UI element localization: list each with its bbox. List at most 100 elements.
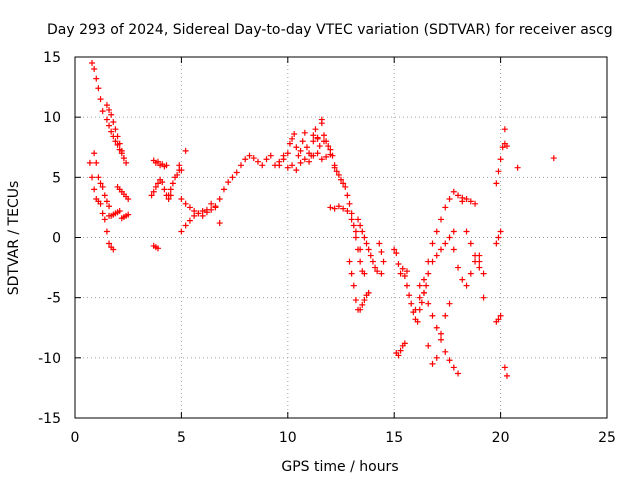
data-point [114, 133, 121, 140]
data-point [306, 158, 313, 165]
data-point [333, 168, 340, 175]
data-point [433, 324, 440, 331]
data-point [97, 180, 104, 187]
data-point [363, 240, 370, 247]
data-point [455, 370, 462, 377]
data-point [165, 192, 172, 199]
data-point [365, 246, 372, 253]
data-point [112, 126, 119, 133]
data-point [429, 360, 436, 367]
data-point [446, 195, 453, 202]
data-point [480, 294, 487, 301]
data-point [89, 174, 96, 181]
data-point [348, 210, 355, 217]
data-point [397, 347, 404, 354]
x-tick-label: 15 [385, 430, 403, 446]
data-point [103, 228, 110, 235]
data-point [91, 150, 98, 157]
data-point [203, 206, 210, 213]
data-point [106, 203, 113, 210]
data-point [446, 300, 453, 307]
data-point [472, 200, 479, 207]
x-tick-label: 5 [177, 430, 186, 446]
data-point [199, 212, 206, 219]
data-point [359, 228, 366, 235]
data-point [433, 354, 440, 361]
data-point [186, 217, 193, 224]
data-point [378, 270, 385, 277]
data-point [91, 66, 98, 73]
data-point [174, 171, 181, 178]
data-point [350, 282, 357, 289]
data-point [284, 150, 291, 157]
data-point [161, 186, 168, 193]
data-point [280, 156, 287, 163]
data-point [367, 252, 374, 259]
data-point [150, 188, 157, 195]
data-point [152, 183, 159, 190]
data-point [501, 364, 508, 371]
data-point [352, 297, 359, 304]
data-point [154, 180, 161, 187]
data-point [259, 162, 266, 169]
data-point [159, 179, 166, 186]
data-point [108, 128, 115, 135]
y-tick-label: -15 [38, 411, 61, 427]
data-point [182, 147, 189, 154]
data-point [412, 306, 419, 313]
y-axis-label: SDTVAR / TECUs [6, 181, 22, 296]
data-point [340, 205, 347, 212]
data-point [120, 155, 127, 162]
data-point [225, 179, 232, 186]
data-point [182, 200, 189, 207]
data-point [101, 216, 108, 223]
data-point [286, 140, 293, 147]
data-point [323, 138, 330, 145]
y-tick-label: 10 [43, 110, 61, 126]
data-point [357, 306, 364, 313]
data-point [378, 248, 385, 255]
data-point [425, 300, 432, 307]
data-point [503, 372, 510, 379]
data-point [178, 195, 185, 202]
data-point [293, 167, 300, 174]
data-point [450, 246, 457, 253]
data-point [342, 183, 349, 190]
data-point [357, 258, 364, 265]
data-point [178, 228, 185, 235]
data-point [476, 258, 483, 265]
data-point [397, 270, 404, 277]
data-point [329, 152, 336, 159]
data-point [420, 276, 427, 283]
x-tick-label: 0 [71, 430, 80, 446]
data-point [438, 216, 445, 223]
data-point [291, 131, 298, 138]
data-point [514, 164, 521, 171]
data-point [312, 126, 319, 133]
data-point [350, 222, 357, 229]
data-point [91, 186, 98, 193]
data-point [118, 147, 125, 154]
data-point [110, 246, 117, 253]
data-point [503, 143, 510, 150]
data-point [550, 155, 557, 162]
data-point [208, 200, 215, 207]
data-point [497, 312, 504, 319]
data-point [186, 204, 193, 211]
data-point [148, 192, 155, 199]
data-point [163, 162, 170, 169]
data-point [391, 246, 398, 253]
data-point [361, 270, 368, 277]
data-point [495, 316, 502, 323]
data-point [369, 258, 376, 265]
data-point [438, 330, 445, 337]
data-point [501, 126, 508, 133]
data-point [318, 156, 325, 163]
data-point [359, 301, 366, 308]
data-point [301, 156, 308, 163]
data-point [242, 156, 249, 163]
data-point [446, 234, 453, 241]
data-point [303, 144, 310, 151]
data-point [310, 138, 317, 145]
data-point [425, 342, 432, 349]
